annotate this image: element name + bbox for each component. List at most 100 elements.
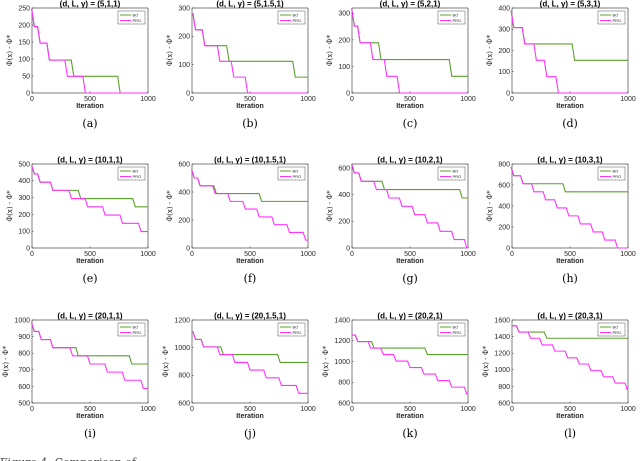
subplot-title: (d, L, γ) = (10,1.5,1)	[214, 156, 286, 165]
series-line-pro	[510, 10, 628, 94]
x-tick-label: 0	[350, 251, 354, 258]
legend-label-bo: BO	[453, 169, 459, 174]
legend-label-bo: BO	[293, 325, 299, 330]
x-tick-label: 1000	[460, 96, 476, 103]
legend-label-bo: BO	[293, 169, 299, 174]
legend-label-pro: PRO	[453, 330, 462, 335]
y-tick-label: 400	[498, 203, 510, 210]
legend-label-bo: BO	[613, 13, 619, 18]
y-tick-label: 0	[186, 245, 190, 252]
y-tick-label: 100	[18, 56, 30, 63]
x-axis-label: Iteration	[236, 413, 264, 420]
subplot-title: (d, L, γ) = (10,3,1)	[537, 156, 602, 165]
y-tick-label: 300	[178, 5, 190, 12]
x-tick-label: 1000	[140, 406, 156, 413]
x-axis-label: Iteration	[396, 258, 424, 265]
y-tick-label: 0	[186, 90, 190, 97]
x-tick-label: 0	[190, 406, 194, 413]
y-tick-label: 1400	[334, 317, 350, 324]
y-tick-label: 900	[18, 334, 30, 341]
x-axis-label: Iteration	[556, 258, 584, 265]
x-tick-label: 500	[84, 96, 96, 103]
y-axis-label: Φ(x) - Φ*	[6, 34, 14, 66]
x-tick-label: 1000	[300, 251, 316, 258]
subplot-caption: (j)	[244, 427, 256, 440]
x-axis-label: Iteration	[556, 413, 584, 420]
y-tick-label: 1200	[494, 351, 510, 358]
subplot-title: (d, L, γ) = (5,2,1)	[380, 0, 441, 9]
subplot-caption: (f)	[244, 272, 257, 285]
x-axis-label: Iteration	[236, 103, 264, 110]
y-tick-label: 600	[338, 165, 350, 172]
y-tick-label: 300	[338, 11, 350, 18]
y-tick-label: 0	[346, 245, 350, 252]
subplot-title: (d, L, γ) = (20,2,1)	[377, 312, 442, 321]
subplot-title: (d, L, γ) = (5,1.5,1)	[216, 0, 284, 9]
y-tick-label: 200	[178, 34, 190, 41]
x-tick-label: 1000	[620, 406, 636, 413]
subplot-f: 0 500 1000 0 200 400 600 (d, L, γ) = (10,1.5,1)…	[166, 156, 316, 286]
x-axis-label: Iteration	[396, 413, 424, 420]
subplot-title: (d, L, γ) = (20,1,1)	[57, 312, 122, 321]
y-tick-label: 800	[338, 380, 350, 387]
x-axis-label: Iteration	[236, 258, 264, 265]
y-tick-label: 200	[338, 37, 350, 44]
legend-label-pro: PRO	[133, 18, 142, 23]
y-tick-label: 600	[178, 161, 190, 168]
x-tick-label: 500	[564, 251, 576, 258]
legend-label-pro: PRO	[453, 18, 462, 23]
legend-label-bo: BO	[133, 169, 139, 174]
subplot-e: 0 500 1000 0 100 200 300 400 500 (d, L, γ) = (10,…	[6, 156, 156, 286]
subplot-caption: (k)	[402, 427, 417, 440]
y-tick-label: 600	[18, 384, 30, 391]
x-tick-label: 1000	[300, 406, 316, 413]
subplot-b: 0 500 1000 0 100 200 300 (d, L, γ) = (5,1.5,1) I…	[166, 0, 316, 130]
y-tick-label: 250	[18, 5, 30, 12]
legend-label-pro: PRO	[133, 174, 142, 179]
y-tick-label: 800	[18, 351, 30, 358]
y-tick-label: 200	[498, 48, 510, 55]
x-tick-label: 500	[404, 406, 416, 413]
series-line-pro	[352, 334, 468, 395]
y-tick-label: 600	[178, 400, 190, 407]
legend-label-pro: PRO	[453, 174, 462, 179]
x-tick-label: 0	[510, 251, 514, 258]
legend-label-pro: PRO	[293, 174, 302, 179]
legend-label-bo: BO	[613, 169, 619, 174]
y-tick-label: 100	[338, 64, 350, 71]
series-line-pro	[192, 13, 308, 94]
y-tick-label: 300	[18, 195, 30, 202]
x-axis-label: Iteration	[556, 103, 584, 110]
y-axis-label: Φ(x) - Φ*	[166, 190, 174, 222]
subplot-caption: (d)	[562, 117, 578, 130]
y-tick-label: 0	[506, 90, 510, 97]
x-axis-label: Iteration	[76, 103, 104, 110]
subplot-caption: (i)	[84, 427, 96, 440]
x-tick-label: 0	[190, 251, 194, 258]
y-tick-label: 400	[498, 5, 510, 12]
x-tick-label: 1000	[620, 251, 636, 258]
y-axis-label: Φ(x) - Φ*	[166, 34, 174, 66]
subplot-caption: (e)	[82, 272, 97, 285]
y-tick-label: 500	[18, 400, 30, 407]
subplot-l: 0 500 1000 600 800 1000 1200 1400 1600 (d, L, γ) …	[482, 312, 636, 441]
subplot-caption: (l)	[564, 427, 576, 440]
subplot-j: 0 500 1000 600 800 1000 1200 (d, L, γ) = (20,1.…	[162, 312, 316, 441]
x-tick-label: 500	[244, 251, 256, 258]
x-tick-label: 1000	[140, 96, 156, 103]
y-tick-label: 1400	[494, 334, 510, 341]
subplot-title: (d, L, γ) = (20,1.5,1)	[214, 312, 286, 321]
y-axis-label: Φ(x) - Φ*	[2, 345, 10, 377]
subplot-caption: (a)	[82, 117, 97, 130]
x-tick-label: 0	[510, 406, 514, 413]
series-line-pro	[31, 9, 148, 94]
y-tick-label: 200	[18, 212, 30, 219]
y-tick-label: 400	[338, 192, 350, 199]
